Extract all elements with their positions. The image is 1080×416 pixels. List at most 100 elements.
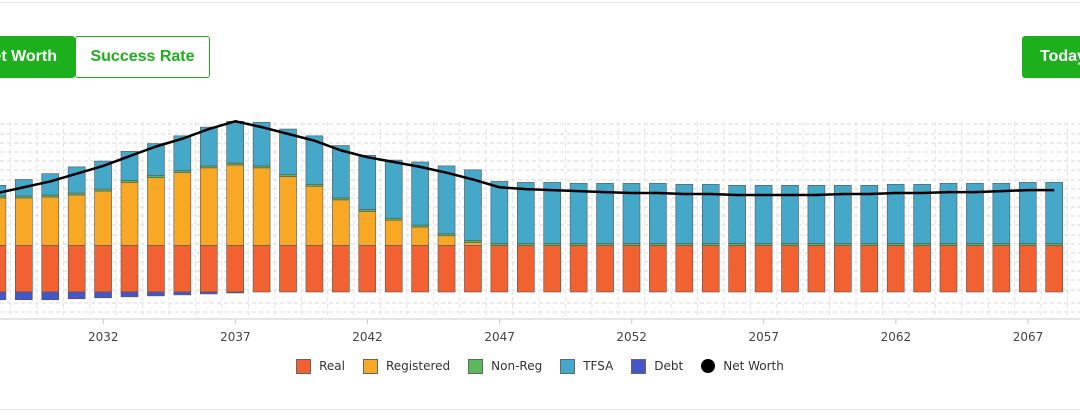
bar-tfsa [279,128,297,175]
bar-real [147,245,165,293]
bar-real [41,245,60,293]
bar-registered [411,226,429,246]
legend-swatch-registered [362,358,378,374]
legend-item-real[interactable]: Real [296,358,345,374]
x-tick-label: 2032 [88,330,119,344]
bar-tfsa [728,185,746,244]
bar-real [226,245,244,293]
legend-item-net-worth[interactable]: Net Worth [701,359,784,373]
bar-real [384,245,403,293]
top-divider [0,2,1080,3]
bar-real [569,245,588,293]
bar-tfsa [675,184,694,244]
bar-tfsa [781,185,799,244]
legend-swatch-debt [631,358,647,374]
bar-debt [41,291,60,301]
bar-real [939,245,958,293]
bar-real [622,245,641,293]
bar-tfsa [834,185,852,244]
bar-real [464,245,482,293]
bar-tfsa [1018,182,1037,244]
bar-real [1018,245,1037,293]
bar-tfsa [147,143,165,176]
bar-tfsa [622,183,641,244]
bar-real [543,245,562,293]
x-tick-label: 2047 [484,330,515,344]
legend-item-nonreg[interactable]: Non-Reg [468,358,543,374]
bar-registered [226,164,244,246]
bar-debt [147,291,165,297]
legend-swatch-tfsa [560,358,576,374]
bar-registered [67,194,86,246]
bar-real [754,245,773,293]
bar-real [358,245,377,293]
legend-label-net-worth: Net Worth [723,359,784,373]
bar-real [1045,245,1063,293]
bar-registered [173,172,192,246]
bar-real [15,245,33,293]
bar-real [992,245,1011,293]
bar-registered [358,211,377,246]
bar-tfsa [1045,182,1063,244]
x-tick-label: 2062 [881,330,912,344]
bar-real [886,245,905,293]
bar-registered [279,176,297,246]
bar-real [649,245,667,293]
bar-real [67,245,86,293]
bar-tfsa [411,161,429,226]
bar-registered [252,167,271,246]
bar-real [516,245,535,293]
bar-tfsa [939,183,958,244]
bar-real [199,245,218,293]
bar-tfsa [596,183,614,244]
bar-tfsa [199,126,218,167]
bar-debt [67,291,86,300]
net-worth-line [0,120,1055,197]
bar-real [966,245,984,293]
x-tick-label: 2042 [352,330,383,344]
x-tick-label: 2037 [220,330,251,344]
legend-item-tfsa[interactable]: TFSA [560,358,613,374]
bar-real [728,245,746,293]
bar-real [332,245,350,293]
bar-tfsa [966,183,984,244]
bar-real [781,245,799,293]
bar-registered [94,190,112,246]
bar-tfsa [992,183,1011,244]
bar-registered [41,196,60,246]
legend-label-real: Real [319,359,345,373]
bar-real [252,245,271,293]
x-tick-label: 2067 [1013,330,1044,344]
bar-real [807,245,826,293]
bar-registered [332,199,350,246]
bar-tfsa [701,184,720,244]
bottom-divider [0,409,1080,410]
bar-registered [464,242,482,246]
legend-item-debt[interactable]: Debt [631,358,683,374]
bar-registered [15,197,33,246]
legend-swatch-nonreg [468,358,484,374]
net-worth-button[interactable]: Net Worth [0,36,75,78]
legend-label-registered: Registered [385,359,451,373]
success-rate-button[interactable]: Success Rate [75,36,210,78]
bar-tfsa [516,182,535,244]
bar-real [913,245,931,293]
bar-registered [0,197,7,246]
bar-tfsa [649,183,667,244]
legend-label-nonreg: Non-Reg [491,359,543,373]
bar-real [0,245,7,293]
bar-real [701,245,720,293]
bar-tfsa [332,145,350,199]
bar-real [860,245,879,293]
bar-nonreg [0,195,7,199]
bar-registered [384,219,403,246]
todays-dollars-button[interactable]: Today's $ [1022,36,1080,78]
bar-registered [147,177,165,246]
bar-debt [173,291,192,296]
legend-item-registered[interactable]: Registered [362,358,451,374]
bar-real [596,245,614,293]
bar-tfsa [543,182,562,244]
bar-real [675,245,694,293]
bar-tfsa [252,121,271,167]
bar-tfsa [464,169,482,241]
